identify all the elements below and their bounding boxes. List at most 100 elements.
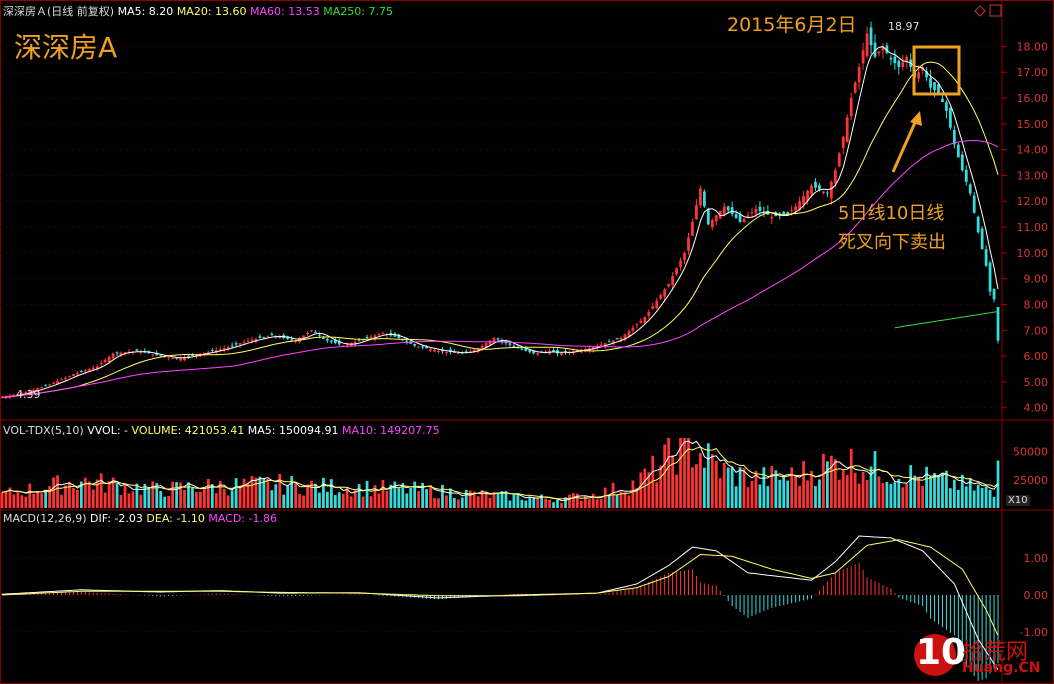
volume-bar [409, 487, 413, 508]
volume-bar [933, 473, 936, 508]
volume-bar [885, 482, 889, 508]
volume-bar [512, 493, 516, 508]
candle-body [60, 379, 63, 381]
volume-bar [191, 487, 194, 508]
volume-bar [60, 494, 63, 508]
candle-body [575, 350, 579, 352]
volume-bar [568, 494, 571, 508]
volume-bar [95, 479, 99, 508]
candle-body [619, 338, 623, 341]
volume-bar [500, 491, 504, 508]
candle-body [151, 354, 155, 356]
volume-bar [988, 489, 992, 508]
candle-body [187, 355, 190, 357]
volume-bar [952, 479, 956, 508]
candle-body [246, 340, 250, 342]
candle-body [591, 347, 595, 350]
annotation-box [912, 45, 961, 96]
volume-bar [810, 470, 813, 508]
volume-bar [56, 475, 59, 508]
volume-bar [337, 492, 341, 508]
volume-bar [405, 493, 409, 508]
price-tick-label: 11.00 [1017, 221, 1049, 234]
volume-bar [786, 480, 790, 508]
volume-bar [401, 483, 405, 508]
candle-body [480, 345, 484, 349]
volume-bar [206, 478, 210, 508]
volume-bar [603, 487, 607, 508]
candle-body [484, 343, 488, 348]
volume-bar [790, 467, 794, 508]
volume-bar [905, 484, 909, 508]
diamond-marker-icon [974, 5, 986, 17]
volume-bar [294, 481, 298, 508]
candle-body [405, 340, 409, 342]
volume-bar [480, 490, 484, 508]
candle-body [750, 212, 754, 214]
candle-body [699, 188, 702, 206]
volume-bar [945, 470, 948, 508]
volume-bar [52, 477, 55, 508]
candle-body [675, 268, 678, 275]
candle-body [36, 388, 40, 391]
candle-body [222, 348, 226, 350]
volume-bar [310, 480, 313, 508]
volume-bar [266, 479, 270, 508]
volume-bar [64, 485, 67, 508]
candle-body [730, 207, 734, 215]
volume-bar [536, 497, 540, 508]
main-header-item-2: MA60: 13.53 [250, 5, 320, 18]
candle-body [683, 252, 686, 261]
volume-bar [246, 483, 250, 508]
candle-body [988, 262, 992, 292]
volume-bar [595, 499, 599, 508]
watermark-cn: 拾荒网 [962, 640, 1029, 665]
volume-bar [941, 473, 944, 508]
price-tick-label: 14.00 [1017, 144, 1049, 157]
volume-bar [28, 483, 32, 508]
volume-bar [262, 478, 266, 508]
candle-body [691, 221, 694, 236]
candle-body [754, 208, 758, 214]
watermark-big: 10 [916, 632, 967, 673]
candle-body [837, 153, 841, 167]
price-tick-label: 5.00 [1024, 376, 1049, 389]
volume-bar [40, 493, 44, 508]
volume-bar [960, 474, 964, 508]
candle-body [520, 348, 524, 350]
candle-body [695, 205, 698, 220]
volume-bar [274, 484, 278, 508]
volume-bar [663, 444, 667, 508]
price-tick-label: 17.00 [1017, 66, 1049, 79]
volume-bar [881, 483, 885, 508]
volume-bar [746, 487, 750, 508]
candle-body [790, 210, 794, 212]
volume-bar [683, 438, 686, 508]
candle-body [560, 352, 563, 355]
candle-body [814, 181, 817, 188]
candle-body [417, 346, 421, 348]
macd-header-name: MACD(12,26,9) [3, 512, 87, 525]
watermark-url: Huang.CN [962, 660, 1041, 676]
volume-bar [556, 499, 559, 508]
candle-body [44, 385, 48, 387]
candle-body [290, 339, 294, 341]
volume-bar [889, 483, 893, 508]
volume-bar [476, 496, 480, 508]
volume-bar [421, 482, 425, 508]
candle-body [464, 351, 468, 353]
volume-tick-label: 25000 [1013, 474, 1048, 487]
volume-bar [325, 491, 329, 508]
volume-bar [829, 455, 833, 508]
candle-body [833, 170, 837, 184]
volume-bar [647, 472, 651, 508]
volume-bar [770, 465, 774, 508]
volume-bar [639, 472, 643, 508]
volume-bar [314, 483, 317, 508]
vol-header-item-1: VOLUME: 421053.41 [131, 424, 245, 437]
volume-bar [484, 491, 488, 508]
volume-bar [163, 496, 167, 508]
volume-bar [250, 476, 254, 508]
macd-header-item-0: DIF: -2.03 [90, 512, 143, 525]
candle-body [16, 393, 20, 395]
